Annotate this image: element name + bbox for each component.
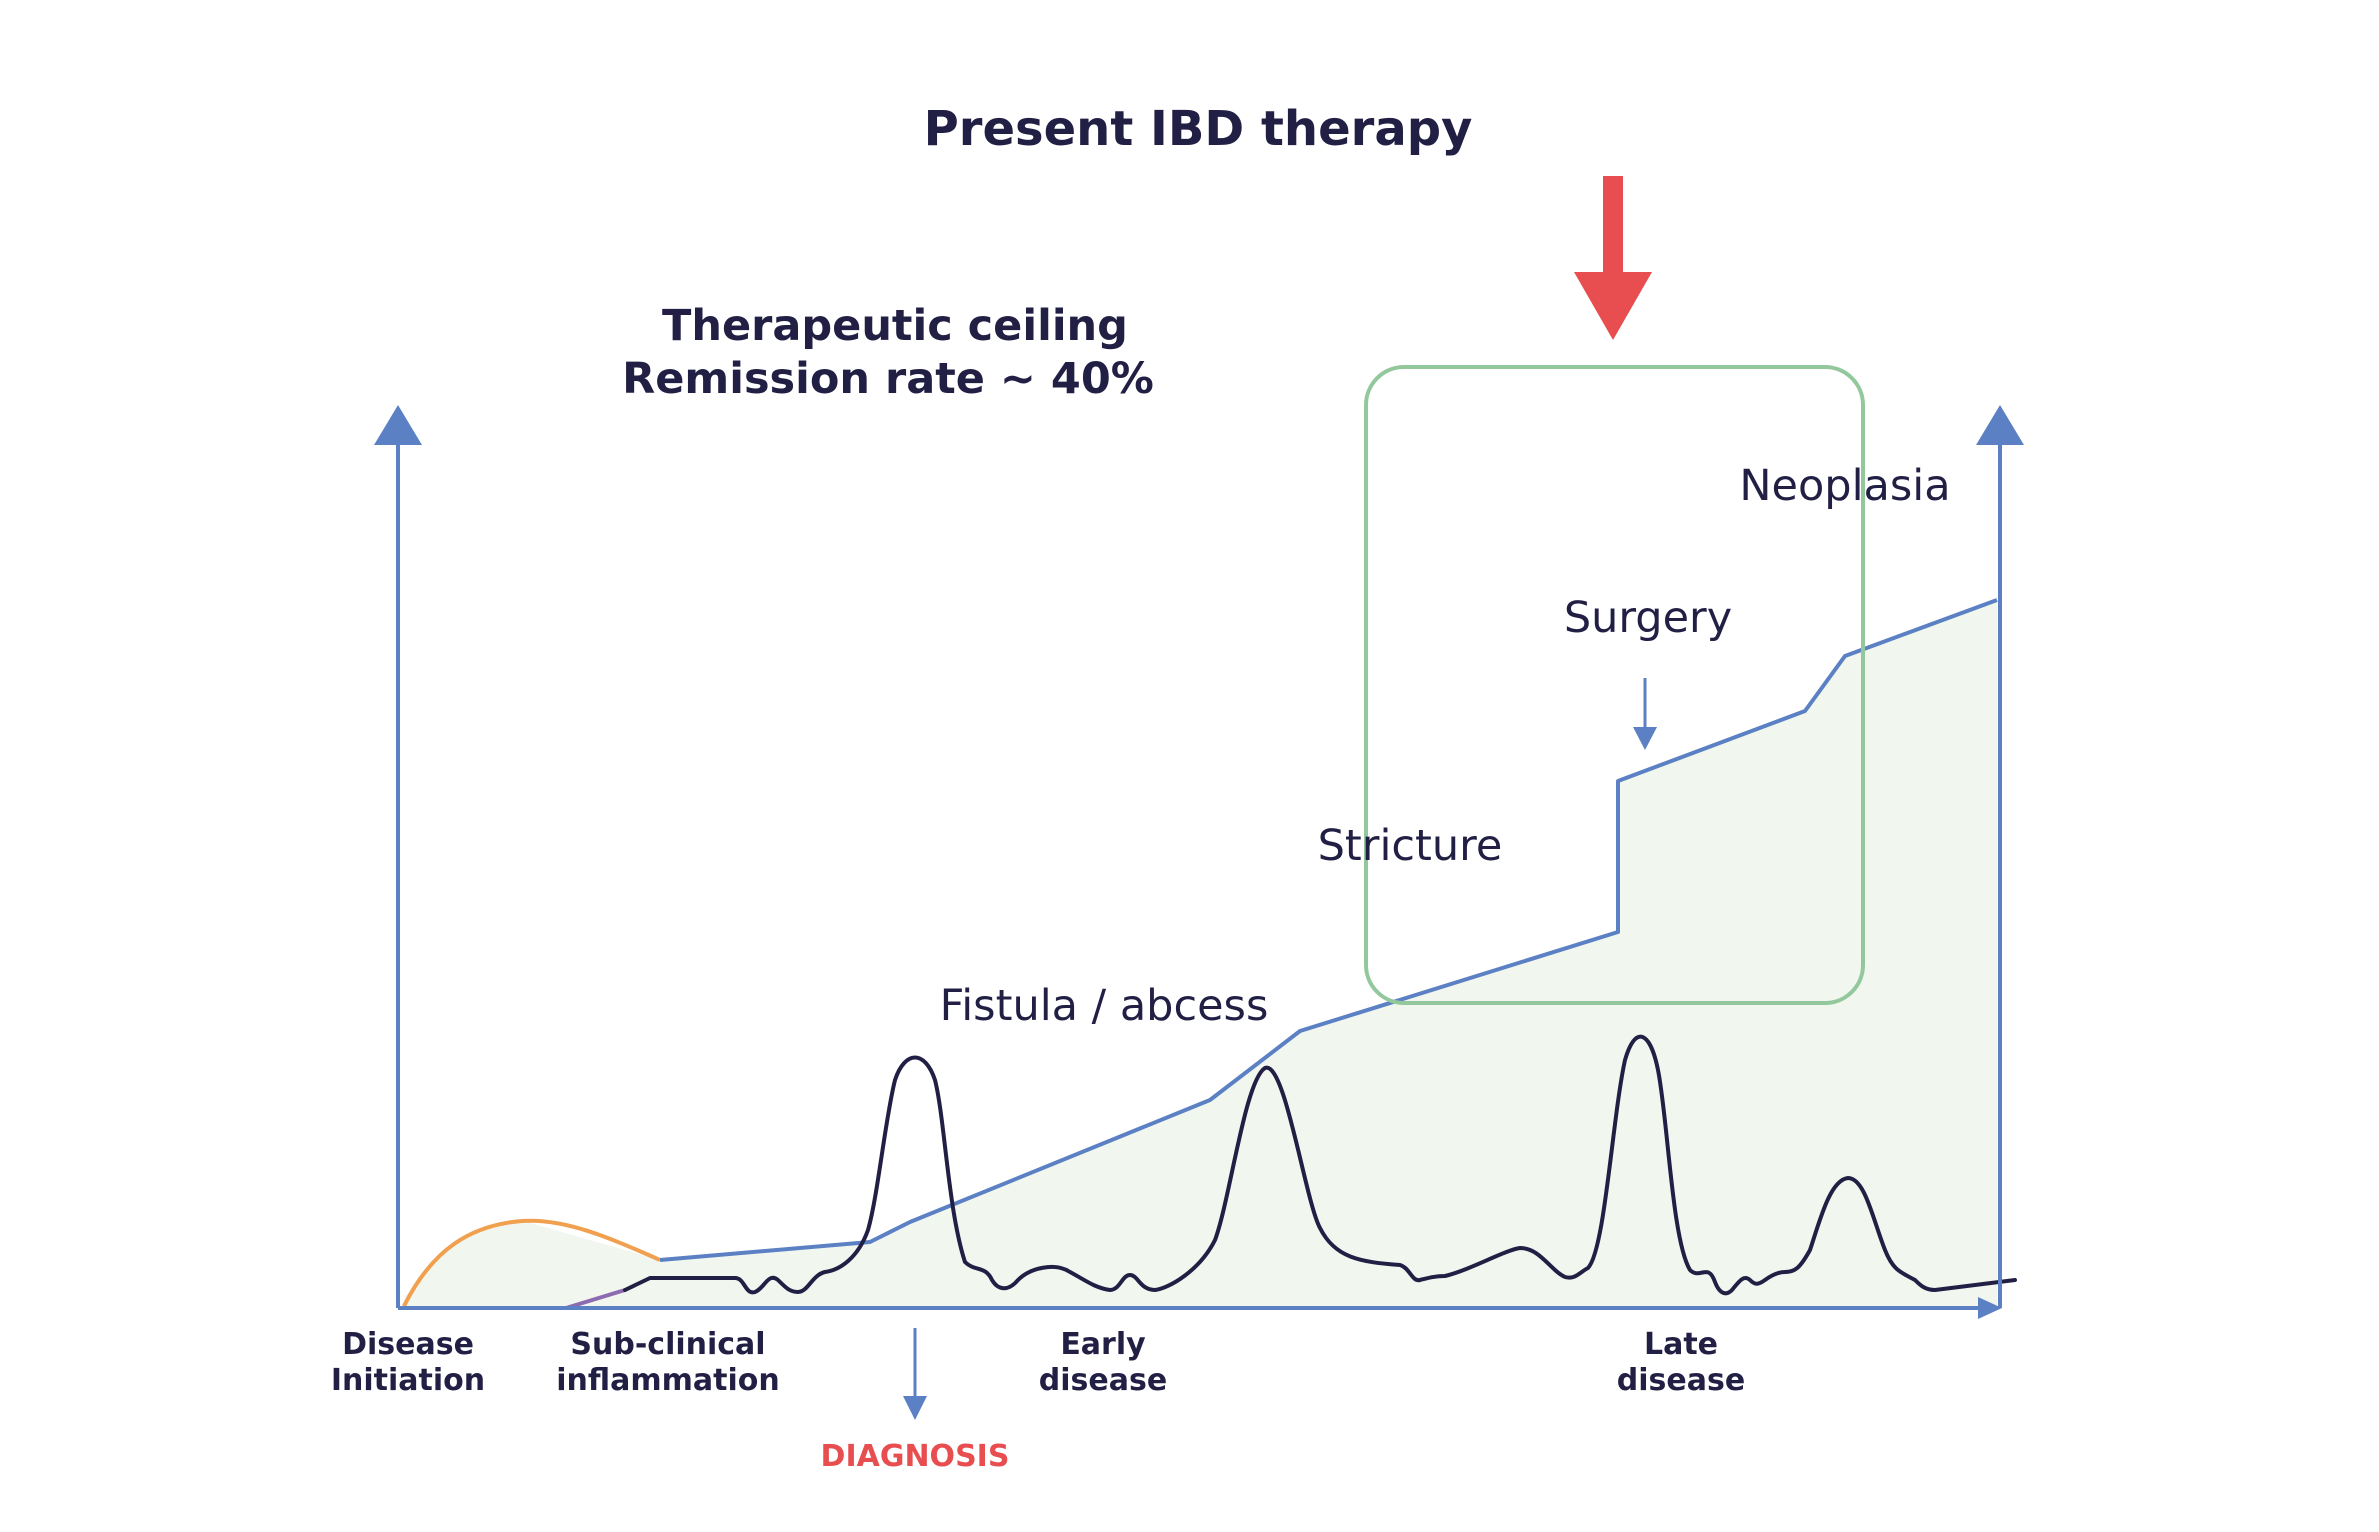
stage-subclinical-line1: Sub-clinical	[570, 1327, 765, 1362]
stricture-label: Stricture	[1318, 821, 1503, 871]
right-axis-arrowhead	[1976, 405, 2024, 445]
focus-arrow-shaft	[1603, 176, 1623, 274]
focus-arrow-head	[1574, 272, 1652, 340]
stage-late-line2: disease	[1617, 1363, 1745, 1398]
bowel-damage-line	[659, 598, 1998, 1262]
stage-early-line2: disease	[1039, 1363, 1167, 1398]
subclinical-onset-segment	[565, 1288, 626, 1310]
surgery-label: Surgery	[1564, 593, 1732, 643]
bowel-damage-area	[400, 600, 1997, 1308]
complications-highlight-box	[1364, 365, 1865, 1005]
early-inflammation-curve	[402, 1218, 661, 1307]
diagnosis-label: DIAGNOSIS	[821, 1439, 1010, 1474]
diagram-title: Present IBD therapy	[924, 101, 1473, 157]
fistula-label: Fistula / abcess	[940, 981, 1269, 1031]
time-axis-arrowhead	[1978, 1297, 2002, 1319]
stage-late-line1: Late	[1644, 1327, 1718, 1362]
stage-subclinical-line2: inflammation	[556, 1363, 779, 1398]
therapeutic-ceiling-line1: Therapeutic ceiling	[662, 301, 1128, 351]
stage-early-line1: Early	[1060, 1327, 1146, 1362]
left-axis-arrowhead	[374, 405, 422, 445]
therapeutic-ceiling-line2: Remission rate ~ 40%	[622, 354, 1154, 404]
diagnosis-arrow-head	[903, 1396, 927, 1420]
stage-initiation-line2: Initiation	[331, 1363, 485, 1398]
disease-activity-line	[623, 1034, 2017, 1296]
neoplasia-label: Neoplasia	[1739, 461, 1950, 511]
stage-initiation-line1: Disease	[342, 1327, 474, 1362]
surgery-arrow-head	[1633, 727, 1657, 750]
